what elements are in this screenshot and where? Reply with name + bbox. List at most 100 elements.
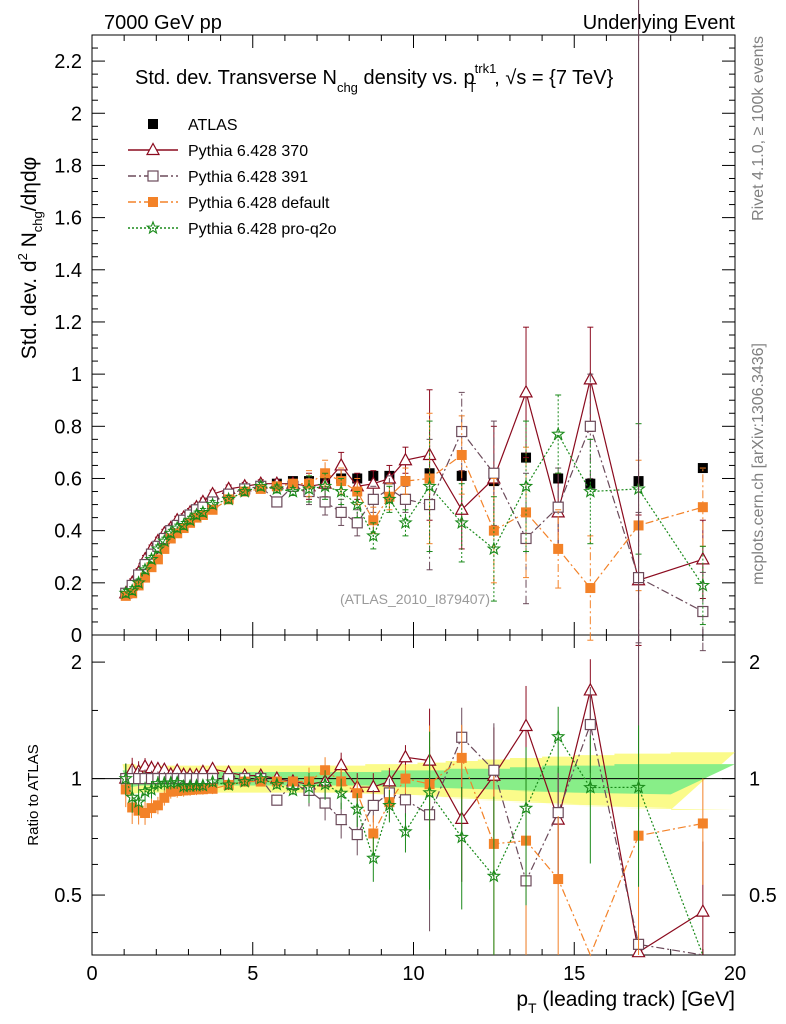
y-tick-label: 0.6 bbox=[54, 468, 82, 490]
y-tick-label: 1.2 bbox=[54, 312, 82, 334]
marker-pythia-6-428-391 bbox=[488, 467, 500, 479]
y-axis-label-ratio: Ratio to ATLAS bbox=[25, 744, 42, 845]
ratio-marker-pythia-6-428-pro-q2o bbox=[518, 800, 534, 815]
marker-pythia-6-428-391 bbox=[552, 501, 564, 513]
marker-pythia-6-428-default bbox=[336, 476, 347, 487]
header-right: Underlying Event bbox=[583, 12, 736, 34]
ratio-y-tick-label: 1 bbox=[71, 769, 82, 791]
marker-pythia-6-428-default bbox=[368, 515, 379, 526]
x-tick-label: 15 bbox=[563, 963, 585, 985]
y-axis-label-main: Std. dev. d2 Nchg/dηdφ bbox=[15, 157, 45, 360]
ratio-marker-pythia-6-428-pro-q2o bbox=[349, 801, 365, 816]
ratio-marker-pythia-6-428-pro-q2o bbox=[253, 771, 268, 785]
legend-label-atlas: ATLAS bbox=[188, 117, 238, 134]
marker-pythia-6-428-default bbox=[697, 502, 708, 513]
x-tick-label: 5 bbox=[247, 963, 258, 985]
marker-pythia-6-428-pro-q2o bbox=[253, 478, 268, 493]
marker-pythia-6-428-default bbox=[488, 525, 499, 536]
marker-pythia-6-428-370 bbox=[366, 475, 381, 489]
y-tick-label: 1 bbox=[71, 364, 82, 386]
y-tick-label: 0.2 bbox=[54, 573, 82, 595]
marker-pythia-6-428-pro-q2o bbox=[366, 528, 381, 542]
y-tick-label: 1.4 bbox=[54, 260, 82, 282]
marker-pythia-6-428-pro-q2o bbox=[334, 483, 349, 498]
marker-pythia-6-428-default bbox=[239, 486, 250, 497]
marker-pythia-6-428-391 bbox=[271, 496, 283, 508]
main-plot-series bbox=[118, 326, 711, 652]
series-line-pythia-6-428-370 bbox=[125, 379, 704, 594]
marker-pythia-6-428-default bbox=[207, 504, 218, 515]
marker-pythia-6-428-pro-q2o bbox=[195, 504, 211, 519]
marker-pythia-6-428-pro-q2o bbox=[583, 483, 598, 498]
ratio-plot-series bbox=[118, 0, 710, 958]
marker-pythia-6-428-default bbox=[456, 450, 467, 460]
marker-pythia-6-428-pro-q2o bbox=[125, 583, 140, 597]
ratio-marker-pythia-6-428-370 bbox=[695, 903, 710, 917]
marker-pythia-6-428-391 bbox=[319, 496, 331, 508]
legend-label-pythia-6-428-370: Pythia 6.428 370 bbox=[188, 143, 308, 160]
mcplots-label: mcplots.cern.ch [arXiv:1306.3436] bbox=[750, 343, 767, 585]
ratio-marker-pythia-6-428-default bbox=[287, 776, 298, 787]
legend-marker-pythia-6-428-default bbox=[148, 197, 158, 207]
y-tick-label: 1.8 bbox=[54, 155, 82, 177]
marker-pythia-6-428-pro-q2o bbox=[349, 497, 365, 511]
ratio-marker-pythia-6-428-default bbox=[165, 786, 176, 797]
ratio-marker-pythia-6-428-pro-q2o bbox=[118, 770, 134, 785]
marker-pythia-6-428-391 bbox=[335, 506, 347, 518]
ratio-marker-pythia-6-428-default bbox=[456, 752, 467, 763]
ratio-marker-pythia-6-428-pro-q2o bbox=[237, 774, 252, 788]
legend-marker-pythia-6-428-370 bbox=[145, 142, 161, 156]
marker-pythia-6-428-default bbox=[287, 478, 298, 489]
x-tick-label: 0 bbox=[86, 963, 97, 985]
marker-pythia-6-428-pro-q2o bbox=[150, 541, 166, 556]
legend-marker-atlas bbox=[148, 119, 158, 129]
ratio-y-tick-label-right: 2 bbox=[749, 652, 760, 674]
marker-pythia-6-428-pro-q2o bbox=[269, 481, 285, 496]
marker-pythia-6-428-370 bbox=[334, 457, 349, 471]
ratio-marker-pythia-6-428-pro-q2o bbox=[137, 783, 153, 798]
marker-pythia-6-428-pro-q2o bbox=[454, 515, 469, 529]
marker-pythia-6-428-default bbox=[384, 491, 395, 502]
marker-pythia-6-428-default bbox=[159, 543, 170, 554]
ratio-marker-pythia-6-428-pro-q2o bbox=[317, 776, 333, 791]
analysis-watermark: (ATLAS_2010_I879407) bbox=[340, 591, 490, 607]
marker-pythia-6-428-pro-q2o bbox=[205, 497, 220, 511]
ratio-marker-pythia-6-428-default bbox=[400, 773, 411, 784]
y-tick-label: 0.8 bbox=[54, 416, 82, 438]
ratio-marker-pythia-6-428-pro-q2o bbox=[205, 774, 220, 789]
series-line-pythia-6-428-391 bbox=[125, 424, 704, 613]
y-tick-label: 0.4 bbox=[54, 521, 82, 543]
marker-pythia-6-428-default bbox=[140, 572, 151, 583]
ratio-marker-pythia-6-428-pro-q2o bbox=[631, 779, 646, 794]
ratio-marker-pythia-6-428-370 bbox=[519, 718, 534, 732]
y-tick-label: 2.2 bbox=[54, 51, 82, 73]
marker-pythia-6-428-391 bbox=[351, 517, 363, 529]
ratio-marker-pythia-6-428-pro-q2o bbox=[398, 824, 413, 838]
marker-pythia-6-428-pro-q2o bbox=[382, 491, 397, 506]
ratio-marker-pythia-6-428-391 bbox=[271, 794, 283, 806]
ratio-marker-pythia-6-428-391 bbox=[351, 828, 363, 841]
marker-pythia-6-428-default bbox=[172, 528, 183, 539]
ratio-marker-pythia-6-428-pro-q2o bbox=[382, 797, 397, 812]
marker-pythia-6-428-default bbox=[165, 533, 176, 544]
ratio-line-pythia-6-428-370 bbox=[125, 690, 704, 954]
ratio-y-tick-label: 2 bbox=[71, 652, 82, 674]
marker-pythia-6-428-pro-q2o bbox=[301, 481, 317, 496]
ratio-marker-pythia-6-428-391 bbox=[335, 814, 347, 826]
ratio-marker-pythia-6-428-pro-q2o bbox=[221, 777, 236, 792]
ratio-marker-pythia-6-428-370 bbox=[398, 749, 413, 763]
marker-pythia-6-428-pro-q2o bbox=[157, 533, 172, 548]
ratio-marker-pythia-6-428-default bbox=[140, 807, 151, 818]
ratio-marker-pythia-6-428-default bbox=[697, 818, 708, 829]
marker-pythia-6-428-default bbox=[585, 583, 596, 594]
ratio-marker-pythia-6-428-default bbox=[207, 783, 218, 794]
ratio-y-tick-label-right: 0.5 bbox=[749, 885, 777, 907]
series-line-pythia-6-428-default bbox=[125, 454, 704, 597]
ratio-marker-pythia-6-428-391 bbox=[367, 799, 379, 812]
marker-pythia-6-428-391 bbox=[399, 493, 412, 505]
marker-pythia-6-428-default bbox=[271, 481, 282, 492]
marker-pythia-6-428-pro-q2o bbox=[317, 478, 333, 493]
marker-pythia-6-428-pro-q2o bbox=[144, 551, 159, 566]
marker-pythia-6-428-pro-q2o bbox=[221, 491, 236, 506]
marker-pythia-6-428-pro-q2o bbox=[422, 478, 437, 493]
